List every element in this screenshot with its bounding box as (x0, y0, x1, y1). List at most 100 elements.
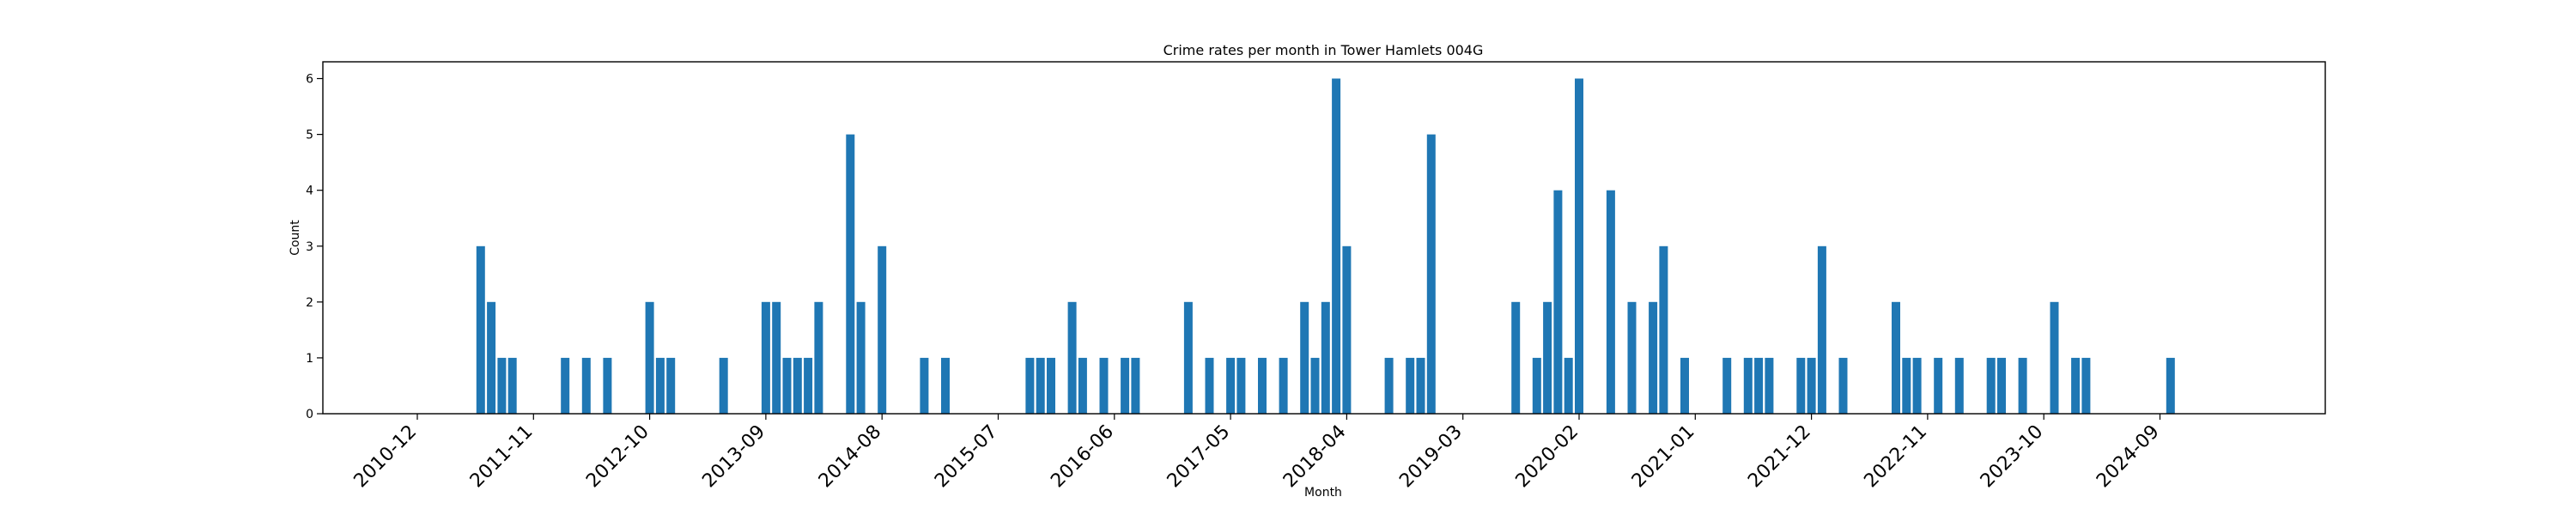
bar-2024-02 (2081, 357, 2091, 414)
x-tick-label: 2024-09 (2093, 421, 2164, 493)
y-tick-label: 1 (306, 352, 313, 366)
bar-2021-11 (1796, 357, 1806, 414)
bar-2022-09 (1902, 357, 1911, 414)
bar-2017-03 (1205, 357, 1214, 414)
x-axis: 2010-12 2011-11 2012-10 2013-09 2014-08 2015-… (350, 414, 2164, 492)
bar-2014-05 (846, 134, 855, 414)
bar-2020-01 (1564, 357, 1573, 414)
x-tick-label: 2021-12 (1744, 421, 1815, 493)
x-tick-label: 2021-01 (1628, 421, 1699, 493)
bar-2014-01 (804, 357, 813, 414)
x-tick-label: 2011-11 (466, 421, 538, 493)
bar-2018-10 (1406, 357, 1415, 414)
bar-2016-03 (1078, 357, 1087, 414)
bar-2017-10 (1279, 357, 1288, 414)
bar-2016-08 (1131, 357, 1140, 414)
bar-2012-02 (561, 357, 570, 414)
bar-2014-06 (856, 301, 866, 414)
bar-2013-11 (782, 357, 792, 414)
x-tick-label: 2023-10 (1977, 421, 2048, 493)
bar-2024-10 (2166, 357, 2175, 414)
bar-2017-08 (1258, 357, 1267, 414)
bar-2018-11 (1416, 357, 1425, 414)
y-tick-label: 6 (306, 73, 313, 87)
x-axis-label: Month (1304, 486, 1342, 500)
plot-frame (322, 61, 2326, 415)
bar-2020-10 (1659, 245, 1668, 414)
bar-2012-10 (645, 301, 654, 414)
x-tick-label: 2016-06 (1047, 421, 1118, 493)
bar-2020-12 (1680, 357, 1689, 414)
x-tick-label: 2013-09 (698, 421, 769, 493)
bar-2019-11 (1543, 301, 1552, 414)
bar-2019-12 (1553, 190, 1563, 414)
bar-2016-07 (1121, 357, 1130, 414)
bar-2022-12 (1934, 357, 1943, 414)
bar-2021-06 (1743, 357, 1753, 414)
bar-2016-05 (1099, 357, 1109, 414)
bar-2012-12 (666, 357, 676, 414)
bar-2013-12 (793, 357, 802, 414)
bar-2017-01 (1183, 301, 1193, 414)
chart-title: Crime rates per month in Tower Hamlets 0… (1163, 42, 1484, 58)
y-axis: 0 1 2 3 4 5 6 (306, 73, 323, 421)
x-tick-label: 2019-03 (1395, 421, 1467, 493)
bar-2013-10 (772, 301, 781, 414)
bar-2020-07 (1627, 301, 1637, 414)
bar-2011-09 (507, 357, 517, 414)
y-tick-label: 4 (306, 185, 313, 198)
bar-2023-06 (1997, 357, 2006, 414)
bar-2018-08 (1384, 357, 1394, 414)
bar-2015-12 (1047, 357, 1055, 414)
bar-2023-08 (2018, 357, 2027, 414)
bar-2011-08 (497, 357, 507, 414)
bar-2017-12 (1300, 301, 1309, 414)
bar-2017-06 (1236, 357, 1246, 414)
bar-2018-04 (1342, 245, 1352, 414)
bar-2019-08 (1511, 301, 1521, 414)
bar-2018-02 (1321, 301, 1330, 414)
x-tick-label: 2012-10 (582, 421, 653, 493)
x-tick-label: 2020-02 (1512, 421, 1583, 493)
y-tick-label: 0 (306, 408, 313, 421)
bar-2021-08 (1765, 357, 1774, 414)
bar-2018-01 (1310, 357, 1320, 414)
bar-2023-11 (2050, 301, 2059, 414)
x-tick-label: 2022-11 (1860, 421, 1931, 493)
bar-2011-06 (476, 245, 485, 414)
bar-2014-02 (814, 301, 823, 414)
bar-2014-08 (878, 245, 887, 414)
bar-2012-04 (581, 357, 591, 414)
x-tick-label: 2018-04 (1279, 421, 1351, 493)
bar-2021-07 (1754, 357, 1764, 414)
bar-2020-09 (1649, 301, 1658, 414)
bar-2015-11 (1036, 357, 1045, 414)
bar-2012-06 (603, 357, 612, 414)
bar-2022-08 (1892, 301, 1900, 414)
x-tick-label: 2015-07 (931, 421, 1002, 493)
bar-2015-10 (1025, 357, 1035, 414)
y-tick-label: 3 (306, 240, 313, 254)
bar-2011-07 (487, 301, 496, 414)
bar-2022-01 (1817, 245, 1826, 414)
bar-2019-10 (1532, 357, 1541, 414)
bar-2021-12 (1807, 357, 1816, 414)
bar-2023-02 (1954, 357, 1964, 414)
bar-2017-05 (1226, 357, 1236, 414)
bar-2012-11 (655, 357, 665, 414)
bar-2022-10 (1912, 357, 1922, 414)
bar-2024-01 (2071, 357, 2081, 414)
x-tick-label: 2010-12 (350, 421, 422, 493)
x-tick-label: 2014-08 (815, 421, 886, 493)
y-tick-label: 2 (306, 296, 313, 310)
bar-2022-03 (1838, 357, 1848, 414)
bar-2021-04 (1722, 357, 1732, 414)
bar-2020-02 (1575, 78, 1583, 414)
bar-2020-05 (1606, 190, 1615, 414)
y-axis-label: Count (289, 220, 302, 256)
y-tick-label: 5 (306, 129, 313, 142)
bar-2018-03 (1332, 78, 1341, 414)
bar-2013-05 (719, 357, 728, 414)
bar-2018-12 (1426, 134, 1436, 414)
